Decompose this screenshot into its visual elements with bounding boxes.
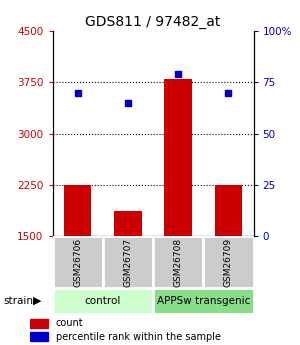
Point: [176, 71, 181, 77]
Bar: [30, 319, 48, 328]
Text: percentile rank within the sample: percentile rank within the sample: [56, 332, 220, 342]
Bar: [30, 332, 48, 341]
Bar: [52, 288, 153, 314]
Text: control: control: [85, 296, 121, 306]
Point: [75, 90, 80, 96]
Text: GSM26706: GSM26706: [73, 238, 82, 287]
Bar: [203, 236, 254, 288]
Text: ▶: ▶: [33, 296, 41, 306]
Bar: [153, 288, 254, 314]
Text: GSM26707: GSM26707: [123, 238, 132, 287]
Text: strain: strain: [3, 296, 33, 306]
Text: GSM26708: GSM26708: [174, 238, 183, 287]
Point: [226, 90, 231, 96]
Text: APPSw transgenic: APPSw transgenic: [157, 296, 250, 306]
Bar: [103, 236, 153, 288]
Text: GSM26709: GSM26709: [224, 238, 233, 287]
Bar: [214, 185, 242, 236]
Bar: [52, 236, 103, 288]
Title: GDS811 / 97482_at: GDS811 / 97482_at: [85, 14, 221, 29]
Bar: [164, 79, 192, 236]
Point: [125, 100, 130, 106]
Bar: [64, 185, 92, 236]
Bar: [153, 236, 203, 288]
Text: count: count: [56, 318, 83, 328]
Bar: [114, 211, 142, 236]
